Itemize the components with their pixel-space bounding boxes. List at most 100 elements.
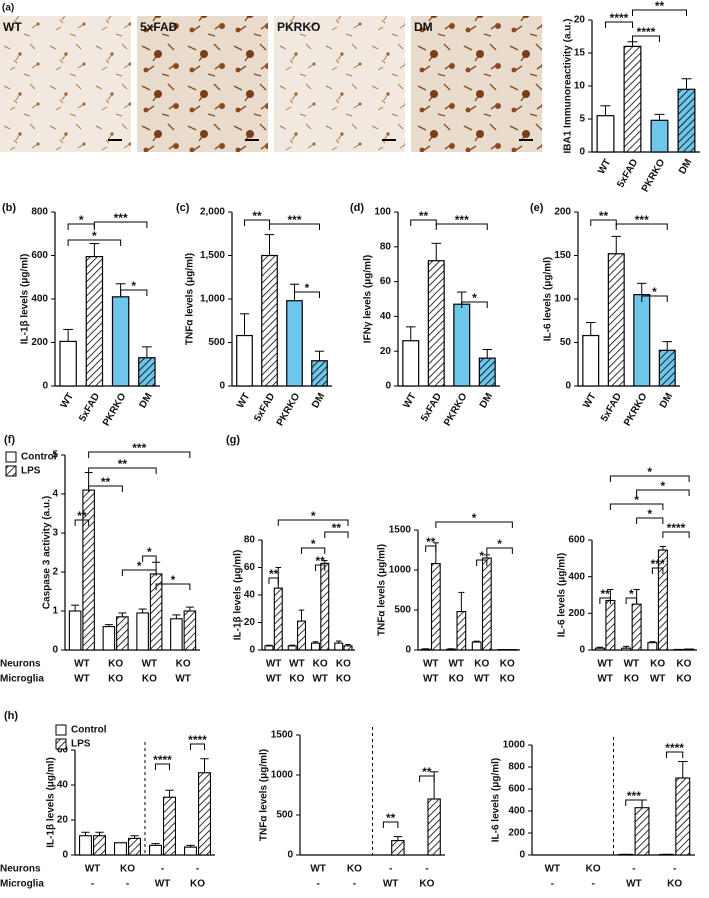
significance-bracket [88, 467, 157, 474]
significance-bracket [269, 223, 320, 230]
micrograph [0, 16, 131, 152]
bar [596, 115, 615, 153]
x-tick-label: - [591, 879, 594, 890]
y-tick-label: 600 [568, 535, 585, 546]
y-tick-label: 1,000 [200, 294, 225, 305]
x-tick-label: WT [448, 659, 464, 670]
y-tick-label: 0 [52, 645, 58, 656]
y-tick-label: 20 [57, 815, 69, 826]
bar [102, 626, 116, 651]
significance-bracket [632, 35, 660, 42]
significance-label: ** [599, 209, 609, 223]
y-tick-label: 1500 [271, 730, 294, 741]
x-tick-label: PKRKO [442, 391, 470, 428]
legend-swatch [5, 451, 17, 463]
significance-bracket [382, 821, 399, 828]
bar [420, 648, 431, 651]
y-tick-label: 800 [31, 207, 48, 218]
significance-label: **** [153, 753, 172, 767]
bar [320, 562, 330, 651]
panel-label: (b) [2, 202, 16, 214]
significance-label: * [647, 465, 652, 479]
image-label: DM [414, 20, 433, 34]
x-tick-label: KO [449, 674, 464, 685]
x-tick-label: WT [155, 879, 171, 890]
x-tick-label: - [91, 879, 94, 890]
significance-label: * [652, 285, 657, 299]
significance-label: * [79, 213, 84, 227]
y-tick-label: 0 [579, 645, 585, 656]
y-tick-label: 2,000 [200, 207, 225, 218]
y-tick-label: 0 [42, 381, 48, 392]
significance-bracket [142, 555, 157, 562]
y-tick-label: 100 [374, 207, 391, 218]
bar [446, 648, 457, 651]
bar [673, 648, 684, 651]
y-tick-label: 500 [276, 810, 293, 821]
panel-label: (e) [530, 202, 544, 214]
panel-label: (f) [4, 434, 15, 446]
bar [605, 599, 616, 651]
x-tick-label: KO [120, 864, 135, 875]
bar [481, 557, 492, 651]
significance-bracket [632, 9, 687, 16]
x-tick-label: WT [597, 674, 613, 685]
x-tick-label: WT [85, 864, 101, 875]
significance-label: ** [655, 0, 665, 13]
x-tick-label: 5xFAD [419, 391, 444, 423]
significance-label: * [479, 549, 484, 563]
bar [658, 349, 676, 387]
significance-bracket [74, 519, 90, 526]
bar [163, 796, 177, 856]
bar [85, 255, 104, 387]
legend-label: LPS [21, 466, 41, 477]
x-tick-label: WT [596, 157, 613, 176]
y-tick-label: 4 [52, 489, 58, 500]
micrograph [411, 16, 542, 152]
significance-label: *** [114, 211, 128, 225]
significance-label: * [311, 537, 316, 551]
y-tick-label: 60 [380, 276, 392, 287]
bar [311, 360, 328, 387]
bar [183, 610, 197, 651]
significance-bracket [277, 519, 349, 526]
significance-label: *** [132, 441, 146, 455]
bar [334, 642, 344, 651]
x-tick-label: WT [74, 659, 90, 670]
y-tick-label: 0 [385, 381, 391, 392]
significance-bracket [665, 751, 684, 758]
y-tick-label: 40 [380, 311, 392, 322]
significance-label: ** [600, 587, 610, 601]
x-tick-label: KO [650, 659, 665, 670]
significance-label: **** [188, 733, 207, 747]
row-label: Neurons [0, 864, 41, 875]
x-tick-label: PKRKO [101, 391, 129, 428]
significance-label: * [634, 493, 639, 507]
y-tick-label: 2 [52, 567, 58, 578]
x-tick-label: WT [266, 674, 282, 685]
bar [264, 645, 274, 651]
bar [607, 253, 625, 387]
x-tick-label: KO [289, 674, 304, 685]
y-tick-label: 400 [31, 294, 48, 305]
y-tick-label: 200 [568, 608, 585, 619]
significance-label: * [472, 511, 477, 525]
y-tick-label: 1000 [271, 770, 294, 781]
y-axis-label: IBA1 Immunoreactivity (a.u.) [563, 18, 574, 153]
x-tick-label: KO [142, 674, 157, 685]
y-axis-label: IL-6 levels (μg/ml) [543, 257, 554, 341]
legend-label: Control [21, 452, 57, 463]
bar [116, 616, 129, 651]
y-tick-label: 800 [508, 762, 525, 773]
bar [594, 647, 605, 651]
panel-label: (a) [2, 3, 14, 14]
bar [184, 846, 198, 856]
x-tick-label: KO [500, 674, 515, 685]
bar [79, 835, 93, 856]
significance-label: * [92, 229, 97, 243]
significance-bracket [410, 219, 437, 226]
bar [198, 772, 212, 856]
bar [427, 798, 441, 856]
x-tick-label: KO [336, 659, 351, 670]
significance-bracket [88, 451, 191, 458]
